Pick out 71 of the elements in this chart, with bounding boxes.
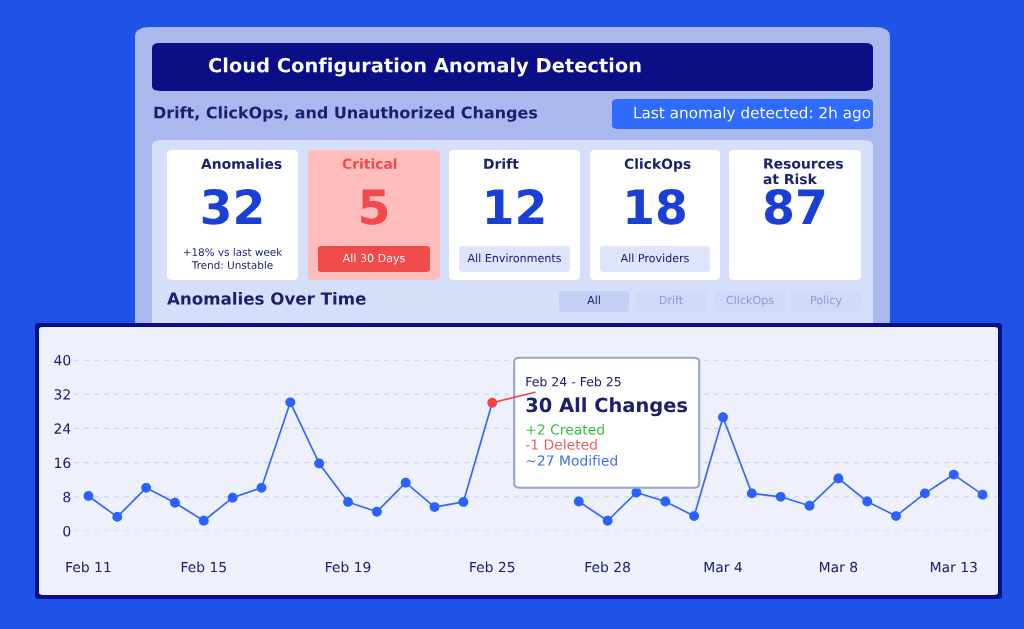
point xyxy=(573,496,584,507)
annotation: +2 Created xyxy=(526,424,604,435)
point xyxy=(429,502,440,512)
text: Drift, ClickOps, and Unauthorized Changes xyxy=(154,106,538,122)
point xyxy=(487,397,498,408)
point xyxy=(948,469,959,480)
y-tick-label: 40 xyxy=(54,354,71,366)
point xyxy=(977,489,988,500)
x-tick-label: Feb 19 xyxy=(326,561,371,573)
text: 12 xyxy=(486,188,544,225)
point xyxy=(891,511,901,521)
y-tick-label: 8 xyxy=(63,491,71,503)
x-tick-label: Mar 13 xyxy=(930,561,977,573)
point xyxy=(83,491,94,501)
point xyxy=(285,397,296,408)
text: All Providers xyxy=(620,253,689,263)
annotation: 30 All Changes xyxy=(526,397,688,417)
text: 32 xyxy=(202,188,262,225)
y-tick-label: 16 xyxy=(55,457,71,469)
text: Drift xyxy=(484,158,519,169)
text: 87 xyxy=(765,188,825,225)
x-tick-label: Feb 28 xyxy=(585,561,630,573)
point xyxy=(458,497,469,507)
text: Critical xyxy=(342,158,397,170)
text: ClickOps xyxy=(624,158,691,172)
text: All 30 Days xyxy=(342,253,405,265)
point xyxy=(400,477,411,488)
annotation: -1 Deleted xyxy=(525,439,597,450)
text: Drift xyxy=(659,295,683,305)
annotation: Feb 24 - Feb 25 xyxy=(526,376,621,387)
point xyxy=(919,488,930,499)
point xyxy=(198,515,209,526)
text: Last anomaly detected: 2h ago xyxy=(634,106,871,122)
y-tick-label: 0 xyxy=(63,525,71,537)
text: Policy xyxy=(811,295,842,307)
point xyxy=(371,506,382,517)
point xyxy=(141,482,152,493)
point xyxy=(227,492,238,503)
x-tick-label: Feb 11 xyxy=(66,561,111,573)
point xyxy=(112,511,123,522)
y-tick-label: 24 xyxy=(54,423,71,434)
point xyxy=(343,497,353,507)
annotation: ~27 Modified xyxy=(526,455,617,466)
y-tick-label: 32 xyxy=(54,389,70,400)
x-tick-label: Feb 25 xyxy=(470,561,515,573)
x-tick-label: Feb 15 xyxy=(181,561,226,573)
text: 5 xyxy=(361,189,388,225)
point xyxy=(256,482,267,493)
text: All Environments xyxy=(467,253,561,263)
point xyxy=(314,458,325,469)
point xyxy=(775,491,786,502)
point xyxy=(660,496,671,507)
text: All xyxy=(587,295,600,305)
point xyxy=(862,496,873,507)
chart-title: Anomalies Over Time xyxy=(167,291,366,305)
text: ClickOps xyxy=(726,295,774,307)
x-tick-label: Mar 4 xyxy=(704,561,742,573)
text: Trend: Unstable xyxy=(191,260,273,270)
text: 18 xyxy=(627,188,685,225)
point xyxy=(170,497,180,508)
text: +18% vs last week xyxy=(183,247,283,257)
x-tick-label: Mar 8 xyxy=(819,561,858,573)
text: Resources at Risk xyxy=(763,158,843,185)
text: Anomalies xyxy=(201,158,282,170)
point xyxy=(804,500,815,511)
point xyxy=(833,473,844,484)
text: Cloud Configuration Anomaly Detection xyxy=(208,57,641,77)
point xyxy=(718,412,728,423)
point xyxy=(746,488,757,499)
point xyxy=(602,515,613,526)
point xyxy=(689,511,700,521)
